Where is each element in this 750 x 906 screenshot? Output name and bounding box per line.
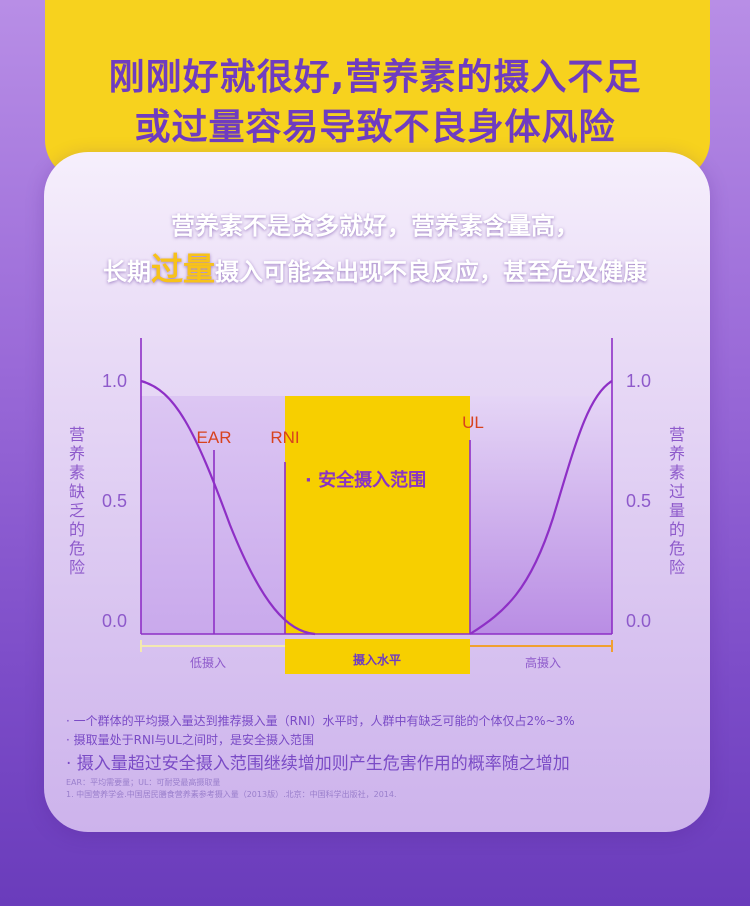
safe-range-label: · 安全摄入范围 (305, 469, 426, 491)
left-tick-05: 0.5 (102, 491, 127, 511)
intro-line1: 营养素不是贪多就好，营养素含量高， (171, 212, 579, 240)
page-title-line2: 或过量容易导致不良身体风险 (134, 107, 616, 148)
footnote-1: EAR：平均需要量；UL：可耐受最高摄取量 (66, 778, 221, 787)
left-tick-1: 1.0 (102, 371, 127, 391)
title-banner (45, 0, 710, 180)
notes-list: · 一个群体的平均摄入量达到推荐摄入量（RNI）水平时，人群中有缺乏可能的个体仅… (66, 712, 575, 776)
note-1: · 一个群体的平均摄入量达到推荐摄入量（RNI）水平时，人群中有缺乏可能的个体仅… (66, 714, 575, 728)
safe-intake-zone (285, 396, 470, 634)
footnote-2: 1. 中国营养学会.中国居民膳食营养素参考摄入量（2013版）.北京：中国科学出… (66, 790, 397, 799)
right-tick-1: 1.0 (626, 371, 651, 391)
low-intake-label: 低摄入 (190, 655, 226, 670)
rni-label: RNI (270, 428, 299, 447)
footnotes: EAR：平均需要量；UL：可耐受最高摄取量 1. 中国营养学会.中国居民膳食营养… (66, 777, 397, 801)
high-intake-zone (470, 396, 612, 634)
intro-suffix: 摄入可能会出现不良反应，甚至危及健康 (215, 258, 647, 286)
right-axis-label: 营养素过量的危险 (669, 425, 685, 577)
intro-prefix: 长期 (102, 258, 151, 286)
high-intake-label: 高摄入 (525, 655, 561, 670)
ear-label: EAR (197, 428, 232, 447)
note-3: · 摄入量超过安全摄入范围继续增加则产生危害作用的概率随之增加 (66, 754, 570, 774)
excess-risk-curve (469, 380, 613, 635)
right-tick-05: 0.5 (626, 491, 651, 511)
intro-line2: 长期过量摄入可能会出现不良反应，甚至危及健康 (0, 244, 750, 290)
right-axis-label-text: 营养素过量的危险 (669, 425, 685, 577)
low-intake-zone (141, 396, 285, 634)
left-axis-label: 营养素缺乏的危险 (69, 425, 85, 577)
intro-highlight: 过量 (150, 250, 215, 288)
intake-level-bar (285, 639, 470, 674)
note-2: · 摄取量处于RNI与UL之间时，是安全摄入范围 (66, 733, 314, 747)
left-axis-label-text: 营养素缺乏的危险 (69, 425, 85, 577)
right-tick-0: 0.0 (626, 611, 651, 631)
intake-level-label: 摄入水平 (353, 652, 401, 667)
left-tick-0: 0.0 (102, 611, 127, 631)
deficiency-risk-curve (140, 379, 316, 636)
ul-label: UL (462, 413, 484, 432)
page-title-line1: 刚刚好就很好,营养素的摄入不足 (108, 57, 642, 98)
